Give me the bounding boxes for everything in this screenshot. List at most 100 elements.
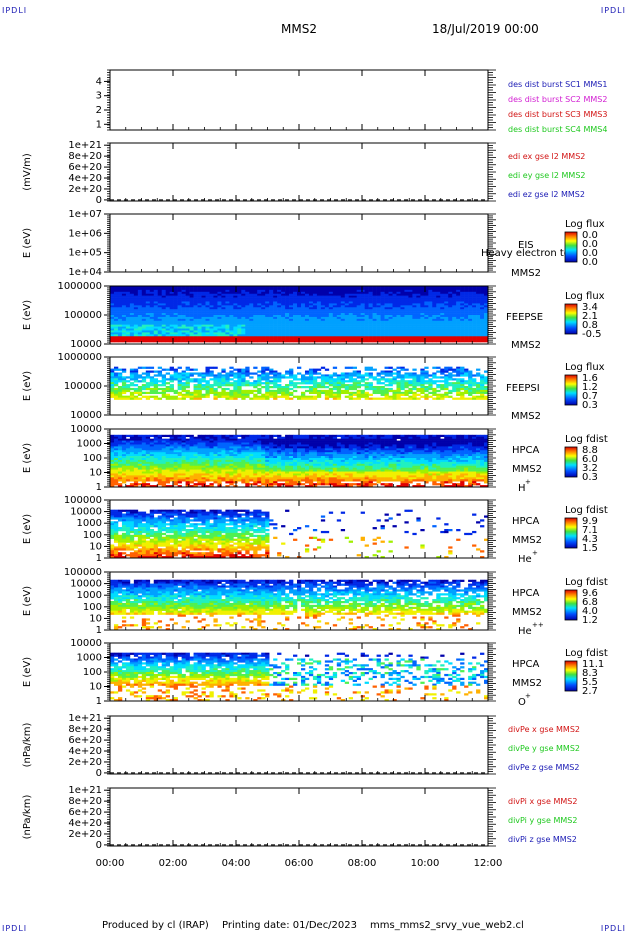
colorbar-title: Log flux (565, 362, 605, 373)
spectrogram-panel9 (110, 652, 489, 702)
colorbar-value: 6.0 (582, 454, 598, 465)
right-label-spacecraft: MMS2 (512, 464, 542, 475)
colorbar (564, 517, 578, 549)
y-tick-label: 4e+20 (68, 818, 102, 829)
y-tick-label: 100000 (64, 495, 102, 506)
y-tick-label: 1 (96, 119, 102, 130)
y-tick-label: 100 (83, 667, 102, 678)
legend-entry: divPi x gse MMS2 (508, 797, 577, 806)
y-tick-label: 1e+05 (68, 248, 102, 259)
colorbar-value: 1.5 (582, 543, 598, 554)
colorbar (564, 303, 578, 335)
colorbar (564, 446, 578, 478)
y-tick-label: 6e+20 (68, 162, 102, 173)
y-tick-label: 1000 (77, 590, 102, 601)
right-label-instrument: FEEPSE (506, 312, 543, 323)
colorbar-value: 9.9 (582, 516, 598, 527)
y-tick-label: 1 (96, 553, 102, 564)
colorbar-value: 0.0 (582, 239, 598, 250)
y-tick-label: 0 (96, 768, 102, 779)
colorbar-value: 2.1 (582, 311, 598, 322)
x-tick-label: 04:00 (222, 858, 251, 869)
y-axis-label: (nPa/km) (22, 723, 33, 768)
colorbar-value: 8.8 (582, 445, 598, 456)
corner-label-top-left: IPDLI (2, 6, 28, 15)
y-tick-label: 6e+20 (68, 807, 102, 818)
colorbar-value: 0.7 (582, 391, 598, 402)
y-tick-label: 8e+20 (68, 151, 102, 162)
colorbar-value: 9.6 (582, 588, 598, 599)
right-label-spacecraft: MMS2 (511, 411, 541, 422)
right-label-ion: He (518, 554, 532, 565)
y-tick-label: 10 (89, 613, 102, 624)
y-tick-label: 1e+21 (68, 785, 102, 796)
legend-entry: des dist burst SC2 MMS2 (508, 95, 607, 104)
y-tick-label: 1000 (77, 518, 102, 529)
y-axis-label: E (eV) (22, 443, 33, 473)
colorbar-value: 4.0 (582, 606, 598, 617)
colorbar-value: 2.7 (582, 686, 598, 697)
right-label-spacecraft: MMS2 (512, 678, 542, 689)
y-tick-label: 8e+20 (68, 724, 102, 735)
right-label-ion-charge: + (525, 478, 531, 486)
colorbar-title: Log fdist (565, 577, 608, 588)
colorbar-title: Log fdist (565, 648, 608, 659)
y-tick-label: 0 (96, 840, 102, 851)
corner-label-bottom-right: IPDLI (600, 924, 626, 933)
y-tick-label: 1e+07 (68, 209, 102, 220)
colorbar-value: 1.2 (582, 382, 598, 393)
legend-entry: edi ex gse l2 MMS2 (508, 152, 585, 161)
panel-frame-panel3 (109, 213, 489, 273)
y-tick-label: 1000 (77, 653, 102, 664)
right-label-species: Heavy electron to (481, 248, 570, 259)
footer-file: mms_mms2_srvy_vue_web2.cl (370, 920, 524, 931)
y-axis-label: E (eV) (22, 300, 33, 330)
x-tick-label: 12:00 (474, 858, 503, 869)
right-label-spacecraft: MMS2 (512, 535, 542, 546)
colorbar-value: 1.6 (582, 373, 598, 384)
panel-frame-panel11 (109, 787, 489, 847)
legend-entry: edi ez gse l2 MMS2 (508, 190, 585, 199)
colorbar-value: 4.3 (582, 534, 598, 545)
y-axis-label: (nPa/km) (22, 795, 33, 840)
legend-entry: divPi y gse MMS2 (508, 816, 577, 825)
x-tick-label: 10:00 (411, 858, 440, 869)
y-tick-label: 4e+20 (68, 173, 102, 184)
y-axis-label: E (eV) (22, 657, 33, 687)
spectrogram-panel5 (110, 366, 489, 400)
spectrogram-panel6 (110, 434, 489, 488)
colorbar-value: 7.1 (582, 525, 598, 536)
y-tick-label: 10000 (70, 579, 102, 590)
right-label-spacecraft: MMS2 (511, 268, 541, 279)
right-label-ion-charge: ++ (532, 621, 544, 629)
y-tick-label: 6e+20 (68, 735, 102, 746)
y-tick-label: 2e+20 (68, 184, 102, 195)
colorbar-value: 8.3 (582, 668, 598, 679)
y-tick-label: 1000000 (57, 281, 102, 292)
legend-entry: divPi z gse MMS2 (508, 835, 577, 844)
y-tick-label: 100 (83, 602, 102, 613)
y-tick-label: 10000 (70, 339, 102, 350)
y-axis-label: E (eV) (22, 514, 33, 544)
y-tick-label: 10000 (70, 410, 102, 421)
y-tick-label: 1000 (77, 439, 102, 450)
y-tick-label: 10000 (70, 424, 102, 435)
colorbar-value: 0.0 (582, 248, 598, 259)
right-label-instrument: HPCA (512, 516, 540, 527)
y-tick-label: 4e+20 (68, 746, 102, 757)
colorbar (564, 660, 578, 692)
corner-label-top-right: IPDLI (600, 6, 626, 15)
right-label-ion-charge: + (532, 549, 538, 557)
y-tick-label: 1 (96, 482, 102, 493)
legend-entry: des dist burst SC4 MMS4 (508, 125, 607, 134)
y-tick-label: 10 (89, 468, 102, 479)
panel-frame-panel10 (109, 715, 489, 775)
y-tick-label: 2e+20 (68, 757, 102, 768)
colorbar-value: 0.8 (582, 320, 598, 331)
colorbar-value: 3.4 (582, 302, 598, 313)
y-tick-label: 10 (89, 682, 102, 693)
colorbar-value: 3.2 (582, 463, 598, 474)
y-tick-label: 4 (96, 76, 102, 87)
corner-label-bottom-left: IPDLI (2, 924, 28, 933)
y-tick-label: 10 (89, 541, 102, 552)
